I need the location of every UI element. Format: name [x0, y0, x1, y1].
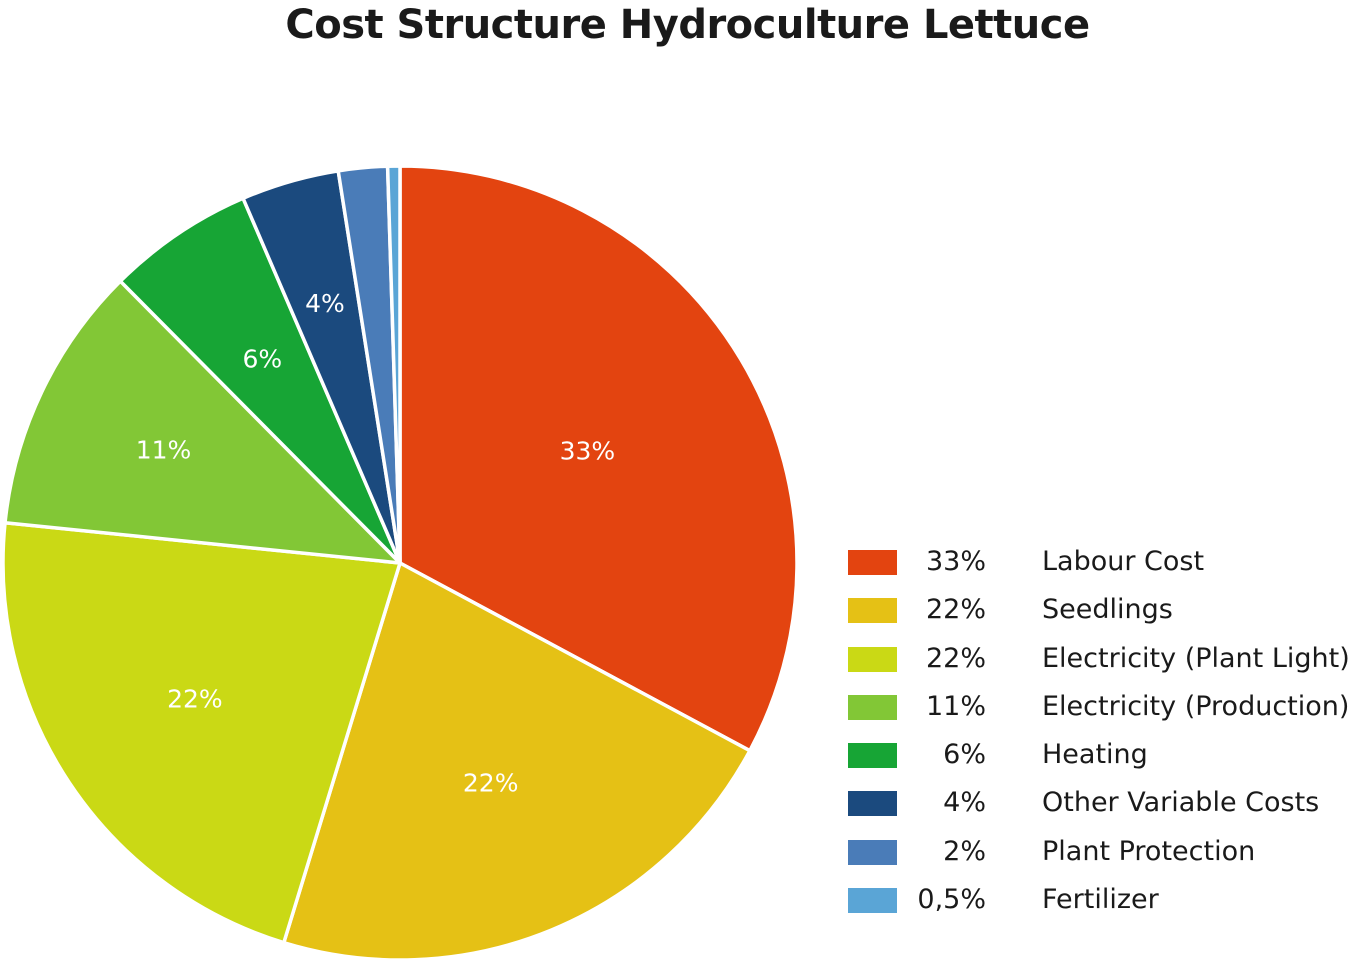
- chart-legend: 33% Labour Cost 22% Seedlings 22% Electricity…: [846, 540, 1367, 926]
- legend-label: Electricity (Production): [1042, 690, 1350, 722]
- chart-title: Cost Structure Hydroculture Lettuce: [285, 2, 1090, 48]
- legend-label: Labour Cost: [1042, 546, 1205, 577]
- pie-slice-electricity-plant-light: [1, 520, 402, 945]
- legend-label: Heating: [1042, 739, 1148, 771]
- legend-item: 33% Labour Cost: [846, 540, 1367, 588]
- slice-data-label: 11%: [136, 436, 192, 465]
- legend-percentage: 33%: [925, 546, 986, 577]
- legend-item: 11% Electricity (Production): [846, 685, 1367, 733]
- legend-percentage: 4%: [943, 787, 986, 819]
- legend-swatch: [848, 694, 897, 720]
- pie-slice-heating: [118, 196, 402, 565]
- legend-swatch: [848, 550, 897, 575]
- legend-label: Other Variable Costs: [1042, 787, 1320, 819]
- legend-label: Seedlings: [1042, 594, 1173, 626]
- legend-item: 6% Heating: [846, 733, 1367, 781]
- legend-label: Electricity (Plant Light): [1042, 642, 1350, 674]
- slice-data-label: 22%: [167, 685, 223, 714]
- legend-label: Plant Protection: [1042, 835, 1256, 867]
- pie-slice-seedlings: [282, 561, 752, 962]
- pie-slice-labels: 33% 22% 22% 11% 6% 4%: [136, 289, 615, 798]
- legend-item: 2% Plant Protection: [846, 830, 1367, 878]
- legend-percentage: 6%: [943, 739, 986, 771]
- slice-data-label: 4%: [305, 289, 345, 318]
- legend-swatch: [848, 888, 897, 914]
- legend-item: 22% Electricity (Plant Light): [846, 637, 1367, 685]
- legend-item: 22% Seedlings: [846, 588, 1367, 636]
- pie-slices: [1, 164, 799, 962]
- pie-slice-fertilizer: [385, 164, 402, 565]
- legend-percentage: 2%: [943, 835, 986, 867]
- legend-label: Fertilizer: [1042, 884, 1159, 916]
- slice-data-label: 6%: [242, 345, 282, 374]
- legend-percentage: 0,5%: [917, 884, 986, 916]
- legend-swatch: [848, 598, 897, 624]
- slice-data-label: 33%: [560, 436, 616, 465]
- legend-swatch: [848, 646, 897, 672]
- pie-slice-labour-cost: [398, 164, 799, 753]
- legend-swatch: [848, 743, 897, 769]
- pie-slice-electricity-production: [3, 279, 402, 565]
- legend-item: 4% Other Variable Costs: [846, 781, 1367, 829]
- slice-data-label: 22%: [463, 769, 519, 798]
- legend-swatch: [848, 839, 897, 865]
- legend-percentage: 22%: [925, 594, 986, 626]
- legend-item: 0,5% Fertilizer: [846, 878, 1367, 926]
- legend-percentage: 11%: [925, 690, 986, 722]
- legend-swatch: [848, 791, 897, 817]
- legend-percentage: 22%: [925, 642, 986, 674]
